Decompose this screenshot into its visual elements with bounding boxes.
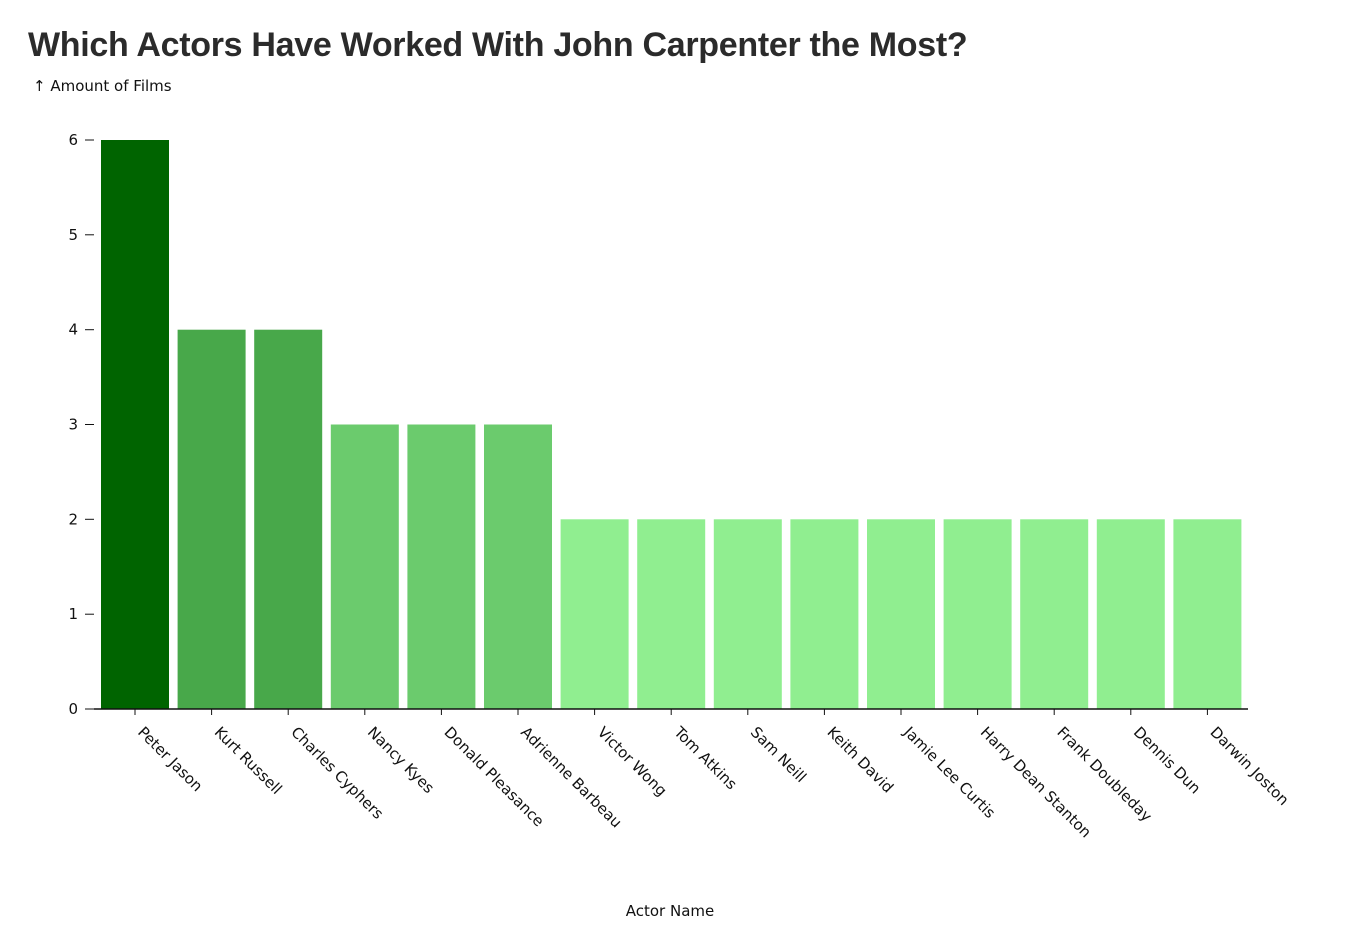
y-tick-label: 2 (68, 510, 78, 528)
x-tick-label: Dennis Dun (1130, 723, 1204, 797)
x-tick-label: Darwin Joston (1207, 723, 1293, 809)
y-tick-label: 6 (68, 131, 78, 149)
bar (867, 519, 935, 709)
bar (1096, 519, 1165, 709)
x-axis: Peter Jason Kurt Russell Charles CyphersNa… (94, 708, 1293, 841)
x-tick-label: Sam Neill (747, 723, 810, 786)
x-tick-label: Victor Wong (594, 723, 671, 800)
y-tick-label: 3 (68, 416, 78, 434)
bar (713, 519, 782, 709)
bar (1020, 519, 1089, 709)
bar (254, 329, 323, 709)
x-tick-label: Peter Jason (134, 723, 206, 795)
bar (407, 424, 476, 709)
y-tick-label: 1 (68, 605, 78, 623)
bar (790, 519, 859, 709)
y-tick-label: 0 (68, 700, 78, 718)
y-tick-label: 4 (68, 321, 78, 339)
bar (560, 519, 629, 709)
y-tick-label: 5 (68, 226, 78, 244)
bar (1173, 519, 1242, 709)
x-tick-label: Tom Atkins (670, 722, 741, 793)
bar (177, 329, 246, 709)
y-axis: 0 1 2 3 4 5 6 (68, 131, 94, 718)
bar (484, 424, 552, 709)
x-tick-label: Nancy Kyes (364, 723, 438, 797)
bar (330, 424, 399, 709)
bars (101, 140, 1242, 709)
chart-title: Which Actors Have Worked With John Carpe… (28, 26, 968, 64)
x-axis-label: Actor Name (626, 902, 715, 920)
bar (637, 519, 706, 709)
bar (101, 140, 169, 709)
x-tick-label: Kurt Russell (211, 723, 286, 798)
bar (943, 519, 1012, 709)
x-tick-label: Keith David (824, 723, 898, 797)
y-axis-label: ↑ Amount of Films (33, 77, 172, 95)
